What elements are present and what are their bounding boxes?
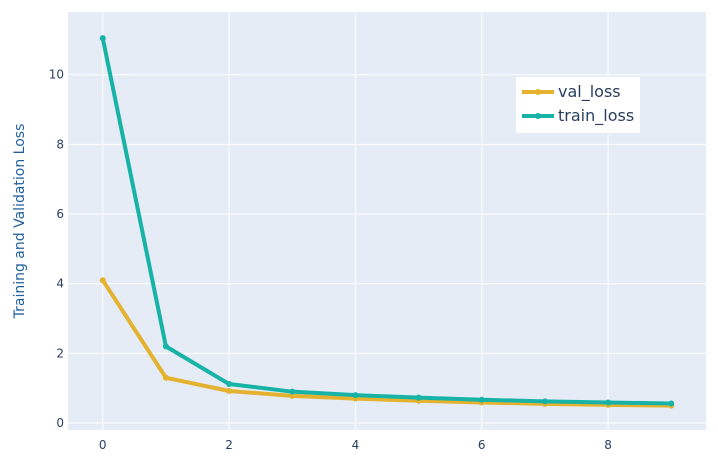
axis-tick-labels: 0 2 4 6 8 0 2 4 6 8 10 <box>49 68 612 452</box>
data-point <box>226 387 233 394</box>
data-point <box>541 398 548 405</box>
y-tick-label: 2 <box>56 346 64 360</box>
legend-item-val-loss[interactable]: val_loss <box>522 82 621 102</box>
legend-box <box>516 77 640 133</box>
legend-item-train-loss[interactable]: train_loss <box>522 106 634 126</box>
y-tick-label: 10 <box>49 68 64 82</box>
legend-label: val_loss <box>558 82 621 102</box>
y-tick-label: 4 <box>56 277 64 291</box>
series-train-loss <box>99 35 675 407</box>
data-point <box>99 35 106 42</box>
data-point <box>99 277 106 284</box>
data-point <box>415 394 422 401</box>
data-point <box>605 399 612 406</box>
legend-swatch-marker <box>535 113 541 119</box>
y-tick-label: 8 <box>56 137 64 151</box>
legend-swatch-marker <box>535 89 541 95</box>
x-tick-label: 0 <box>99 438 107 452</box>
x-tick-label: 2 <box>225 438 233 452</box>
legend[interactable]: val_loss train_loss <box>516 77 640 133</box>
data-point <box>162 374 169 381</box>
grid-lines <box>68 12 706 430</box>
x-tick-label: 6 <box>478 438 486 452</box>
series-line <box>100 36 674 406</box>
y-tick-label: 6 <box>56 207 64 221</box>
data-point <box>226 381 233 388</box>
y-tick-label: 0 <box>56 416 64 430</box>
series-layer <box>99 35 675 409</box>
x-tick-label: 4 <box>352 438 360 452</box>
data-point <box>289 392 296 399</box>
data-point <box>289 388 296 395</box>
x-tick-label: 8 <box>604 438 612 452</box>
y-axis-label: Training and Validation Loss <box>12 124 28 320</box>
legend-label: train_loss <box>558 106 634 126</box>
data-point <box>352 392 359 399</box>
data-point <box>162 343 169 350</box>
data-point <box>668 400 675 407</box>
series-line <box>100 278 674 408</box>
data-point <box>478 396 485 403</box>
